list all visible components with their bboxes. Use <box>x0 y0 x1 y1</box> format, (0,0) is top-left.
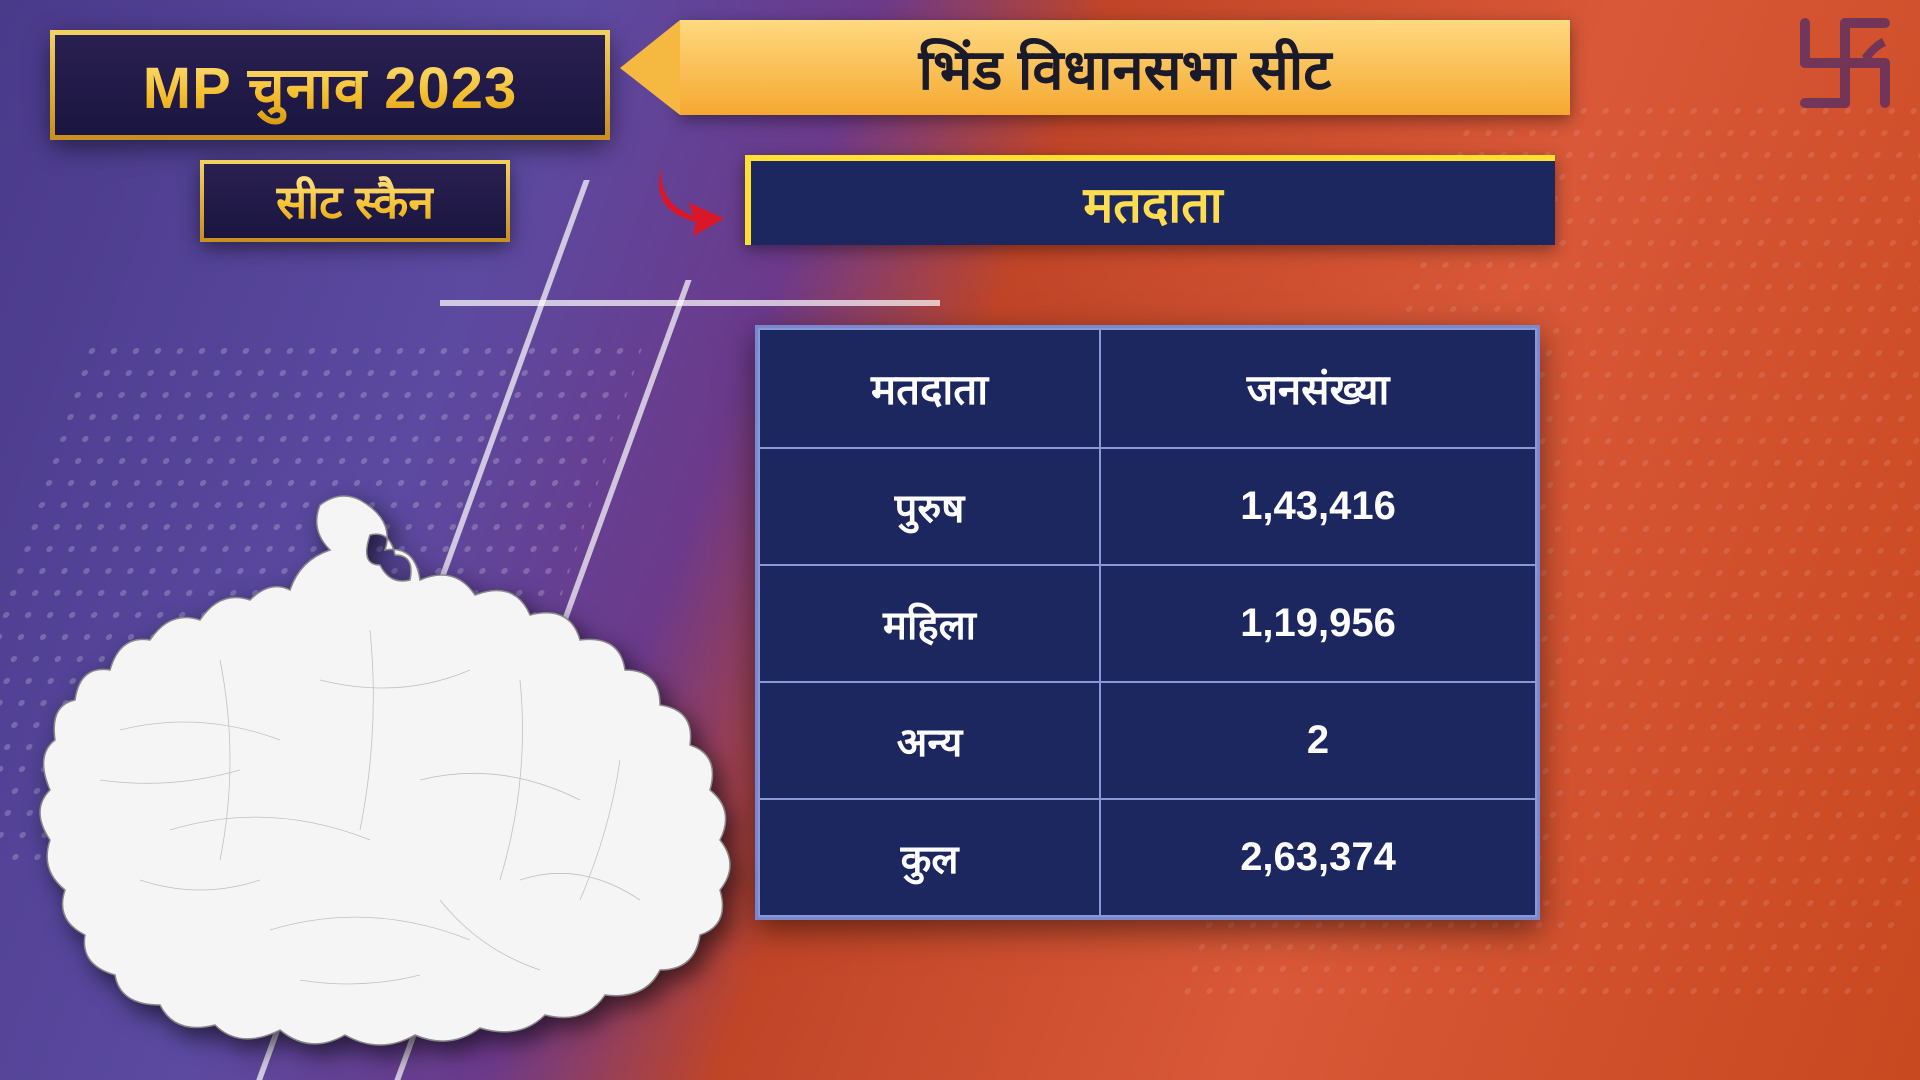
table-cell: 2,63,374 <box>1100 799 1536 916</box>
table-row: कुल 2,63,374 <box>759 799 1536 916</box>
sub-title-text: सीट स्कैन <box>276 170 434 232</box>
table-cell: 1,19,956 <box>1100 565 1536 682</box>
table-header-cell: मतदाता <box>759 329 1100 448</box>
vote-swastik-icon <box>1790 8 1900 118</box>
mp-state-map-icon <box>20 480 740 1060</box>
table-row: पुरुष 1,43,416 <box>759 448 1536 565</box>
table-cell: महिला <box>759 565 1100 682</box>
seat-title-banner: भिंड विधानसभा सीट <box>680 20 1570 115</box>
arrow-icon <box>648 158 738 238</box>
table-row: महिला 1,19,956 <box>759 565 1536 682</box>
section-title-banner: मतदाता <box>745 155 1555 245</box>
table-cell: कुल <box>759 799 1100 916</box>
main-title-badge: MP चुनाव 2023 <box>50 30 610 140</box>
table-cell: 1,43,416 <box>1100 448 1536 565</box>
table-row: अन्य 2 <box>759 682 1536 799</box>
table-cell: 2 <box>1100 682 1536 799</box>
horizontal-line <box>440 300 940 306</box>
table-cell: अन्य <box>759 682 1100 799</box>
sub-title-badge: सीट स्कैन <box>200 160 510 242</box>
table-cell: पुरुष <box>759 448 1100 565</box>
table-header-row: मतदाता जनसंख्या <box>759 329 1536 448</box>
seat-title-text: भिंड विधानसभा सीट <box>919 30 1332 106</box>
voter-data-table: मतदाता जनसंख्या पुरुष 1,43,416 महिला 1,1… <box>755 325 1540 920</box>
section-title-text: मतदाता <box>1083 169 1222 237</box>
table-header-cell: जनसंख्या <box>1100 329 1536 448</box>
main-title-text: MP चुनाव 2023 <box>143 46 518 125</box>
